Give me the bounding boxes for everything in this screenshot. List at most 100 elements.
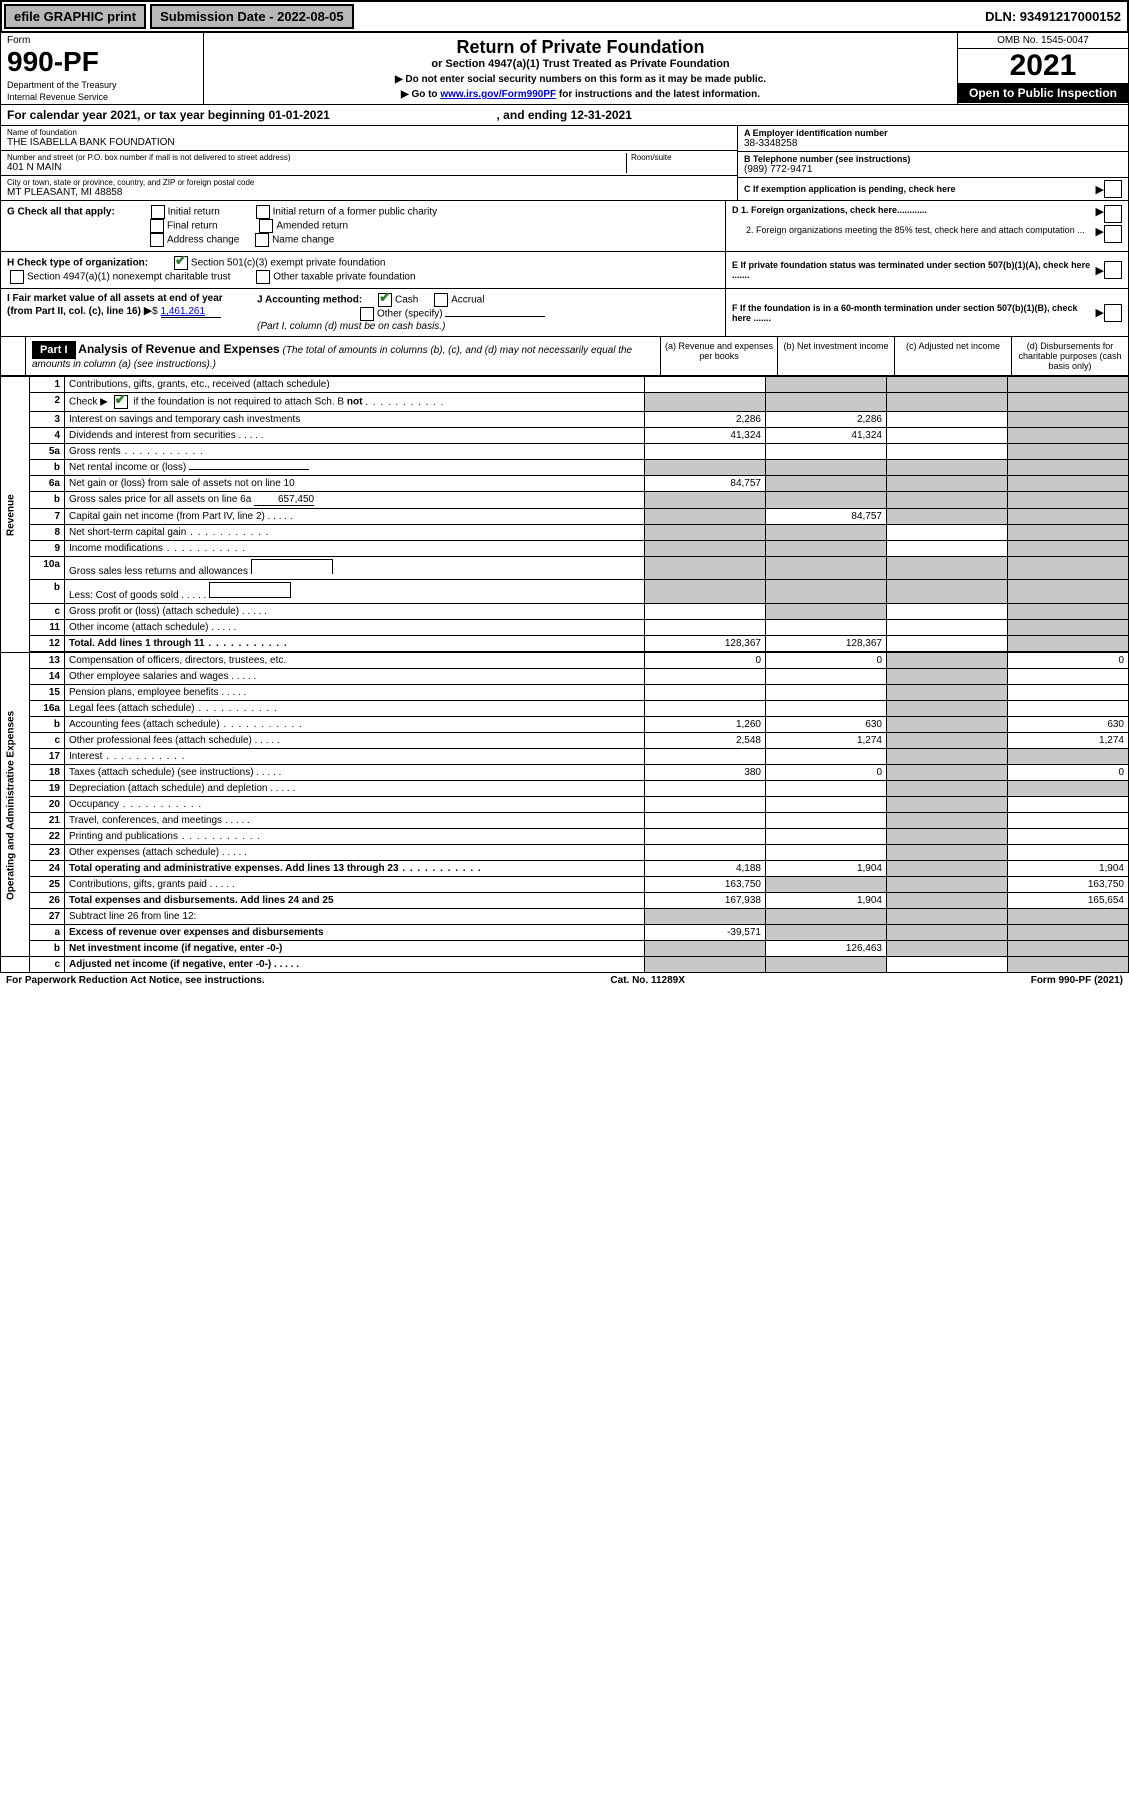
- line-desc: Subtract line 26 from line 12:: [65, 909, 645, 925]
- table-row: 7 Capital gain net income (from Part IV,…: [1, 509, 1129, 525]
- col-c-header: (c) Adjusted net income: [894, 337, 1011, 375]
- line-desc: Printing and publications: [69, 831, 178, 842]
- accrual-checkbox[interactable]: [434, 293, 448, 307]
- line-desc: Net investment income (if negative, ente…: [65, 941, 645, 957]
- catalog-number: Cat. No. 11289X: [610, 975, 684, 986]
- cash-checkbox[interactable]: [378, 293, 392, 307]
- amt-cell: 0: [766, 653, 887, 669]
- line-desc: Total. Add lines 1 through 11: [69, 638, 205, 649]
- calendar-year-row: For calendar year 2021, or tax year begi…: [0, 105, 1129, 126]
- foundation-info: Name of foundation THE ISABELLA BANK FOU…: [0, 126, 1129, 201]
- foundation-name: THE ISABELLA BANK FOUNDATION: [7, 137, 731, 148]
- line-desc: Total expenses and disbursements. Add li…: [65, 893, 645, 909]
- final-return-checkbox[interactable]: [150, 219, 164, 233]
- line-desc: Travel, conferences, and meetings: [69, 815, 222, 826]
- dept-label: Department of the Treasury: [7, 80, 197, 90]
- f-label: F If the foundation is in a 60-month ter…: [732, 303, 1096, 323]
- f-checkbox[interactable]: [1104, 304, 1122, 322]
- s4947-label: Section 4947(a)(1) nonexempt charitable …: [27, 272, 230, 283]
- table-row: b Gross sales price for all assets on li…: [1, 492, 1129, 509]
- d2-checkbox[interactable]: [1104, 225, 1122, 243]
- line-desc: Legal fees (attach schedule): [69, 703, 195, 714]
- accrual-label: Accrual: [451, 295, 484, 306]
- phone-label: B Telephone number (see instructions): [744, 154, 1122, 164]
- exemption-checkbox[interactable]: [1104, 180, 1122, 198]
- form-header: Form 990-PF Department of the Treasury I…: [0, 33, 1129, 105]
- table-row: 24 Total operating and administrative ex…: [1, 861, 1129, 877]
- amt-cell: 126,463: [766, 941, 887, 957]
- line-desc: Income modifications: [69, 543, 163, 554]
- other-taxable-checkbox[interactable]: [256, 270, 270, 284]
- amt-cell: 84,757: [766, 509, 887, 525]
- amt-cell: 2,286: [645, 412, 766, 428]
- amended-return-label: Amended return: [276, 221, 348, 232]
- city-label: City or town, state or province, country…: [7, 178, 731, 187]
- other-method-checkbox[interactable]: [360, 307, 374, 321]
- table-row: 22 Printing and publications: [1, 829, 1129, 845]
- line-desc: Excess of revenue over expenses and disb…: [65, 925, 645, 941]
- top-bar: efile GRAPHIC print Submission Date - 20…: [0, 0, 1129, 33]
- table-row: 20 Occupancy: [1, 797, 1129, 813]
- goto-pre: ▶ Go to: [401, 89, 440, 100]
- part1-table: Revenue 1 Contributions, gifts, grants, …: [0, 376, 1129, 973]
- amt-cell: -39,571: [645, 925, 766, 941]
- line-desc: Accounting fees (attach schedule): [69, 719, 220, 730]
- main-title: Return of Private Foundation: [208, 37, 953, 58]
- fmv-link[interactable]: 1,461,261: [161, 306, 221, 318]
- table-row: a Excess of revenue over expenses and di…: [1, 925, 1129, 941]
- address-change-checkbox[interactable]: [150, 233, 164, 247]
- irs-label: Internal Revenue Service: [7, 92, 197, 102]
- s501-checkbox[interactable]: [174, 256, 188, 270]
- cal-begin: For calendar year 2021, or tax year begi…: [7, 108, 330, 122]
- g-label: G Check all that apply:: [7, 207, 115, 218]
- s501-label: Section 501(c)(3) exempt private foundat…: [191, 258, 386, 269]
- line-desc: Interest on savings and temporary cash i…: [65, 412, 645, 428]
- cash-label: Cash: [395, 295, 418, 306]
- schb-checkbox[interactable]: [114, 395, 128, 409]
- line-desc: Contributions, gifts, grants paid: [69, 879, 207, 890]
- name-change-checkbox[interactable]: [255, 233, 269, 247]
- line-desc: Total operating and administrative expen…: [69, 863, 399, 874]
- name-change-label: Name change: [272, 235, 334, 246]
- line-desc: Gross sales price for all assets on line…: [69, 494, 251, 505]
- page-footer: For Paperwork Reduction Act Notice, see …: [0, 973, 1129, 988]
- arrow-icon: ▶: [1096, 306, 1104, 319]
- table-row: 19 Depreciation (attach schedule) and de…: [1, 781, 1129, 797]
- form-number-box: Form 990-PF Department of the Treasury I…: [1, 33, 204, 104]
- e-checkbox[interactable]: [1104, 261, 1122, 279]
- ein-label: A Employer identification number: [744, 128, 1122, 138]
- form-label: Form: [7, 35, 197, 46]
- paperwork-notice: For Paperwork Reduction Act Notice, see …: [6, 975, 265, 986]
- arrow-icon: ▶: [1096, 225, 1104, 238]
- phone-value: (989) 772-9471: [744, 164, 1122, 175]
- line6b-value: 657,450: [254, 494, 314, 506]
- table-row: 14 Other employee salaries and wages: [1, 669, 1129, 685]
- table-row: 9 Income modifications: [1, 541, 1129, 557]
- table-row: 5a Gross rents: [1, 444, 1129, 460]
- line-desc: Gross profit or (loss) (attach schedule): [69, 606, 239, 617]
- line-desc: Taxes (attach schedule) (see instruction…: [69, 767, 254, 778]
- initial-former-checkbox[interactable]: [256, 205, 270, 219]
- other-taxable-label: Other taxable private foundation: [273, 272, 415, 283]
- table-row: 11 Other income (attach schedule): [1, 620, 1129, 636]
- efile-print-button[interactable]: efile GRAPHIC print: [4, 4, 146, 29]
- table-row: 27 Subtract line 26 from line 12:: [1, 909, 1129, 925]
- amt-cell: 2,548: [645, 733, 766, 749]
- initial-return-label: Initial return: [168, 207, 220, 218]
- table-row: 18 Taxes (attach schedule) (see instruct…: [1, 765, 1129, 781]
- amended-return-checkbox[interactable]: [259, 219, 273, 233]
- initial-return-checkbox[interactable]: [151, 205, 165, 219]
- col-d-header: (d) Disbursements for charitable purpose…: [1011, 337, 1128, 375]
- line-desc: Compensation of officers, directors, tru…: [65, 653, 645, 669]
- col-a-header: (a) Revenue and expenses per books: [660, 337, 777, 375]
- table-row: c Adjusted net income (if negative, ente…: [1, 957, 1129, 973]
- form990pf-link[interactable]: www.irs.gov/Form990PF: [440, 89, 556, 100]
- title-box: Return of Private Foundation or Section …: [204, 33, 957, 104]
- d1-checkbox[interactable]: [1104, 205, 1122, 223]
- amt-cell: 163,750: [645, 877, 766, 893]
- amt-cell: 0: [766, 765, 887, 781]
- line-desc: Contributions, gifts, grants, etc., rece…: [65, 377, 645, 393]
- amt-cell: 1,904: [766, 861, 887, 877]
- s4947-checkbox[interactable]: [10, 270, 24, 284]
- amt-cell: 41,324: [645, 428, 766, 444]
